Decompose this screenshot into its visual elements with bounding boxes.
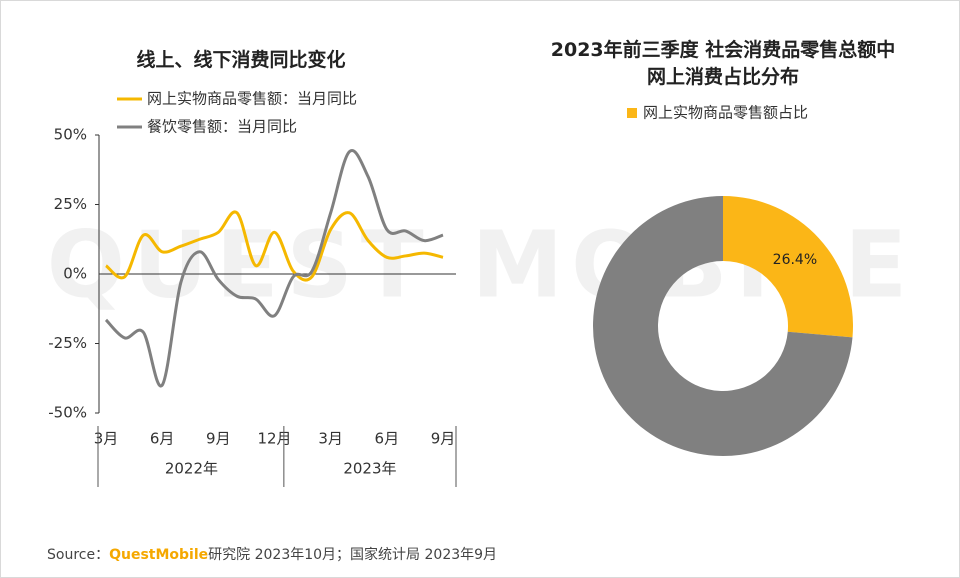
x-group-label: 2022年 (165, 460, 218, 478)
x-tick-label: 6月 (375, 430, 400, 448)
y-tick-label: 0% (63, 265, 87, 283)
x-tick-label: 3月 (318, 430, 343, 448)
legend-label: 网上实物商品零售额占比 (643, 104, 808, 122)
line-chart-title: 线上、线下消费同比变化 (136, 49, 346, 71)
donut-slice (723, 196, 854, 338)
x-tick-label: 9月 (206, 430, 231, 448)
x-tick-label: 9月 (431, 430, 456, 448)
series-line (105, 210, 444, 282)
series-line (104, 148, 444, 388)
x-tick-label: 6月 (150, 430, 175, 448)
y-tick-label: -50% (48, 404, 87, 422)
x-group-label: 2023年 (343, 460, 396, 478)
source-brand: QuestMobile (109, 547, 209, 563)
data-label: 26.4% (773, 252, 817, 268)
legend-label: 餐饮零售额：当月同比 (147, 118, 297, 136)
y-tick-label: -25% (48, 334, 87, 352)
source-text: 研究院 2023年10月；国家统计局 2023年9月 (208, 547, 498, 563)
footer: Source：QuestMobile研究院 2023年10月；国家统计局 202… (47, 544, 497, 564)
y-tick-label: 50% (54, 126, 87, 144)
x-tick-label: 12月 (257, 430, 291, 448)
legend-swatch (627, 108, 637, 118)
donut-slice (593, 196, 853, 456)
donut-chart-title: 2023年前三季度 社会消费品零售总额中 网上消费占比分布 (550, 39, 896, 88)
x-tick-label: 3月 (94, 430, 119, 448)
source-label: Source： (47, 547, 110, 563)
y-tick-label: 25% (54, 195, 87, 213)
legend-label: 网上实物商品零售额：当月同比 (147, 90, 357, 108)
